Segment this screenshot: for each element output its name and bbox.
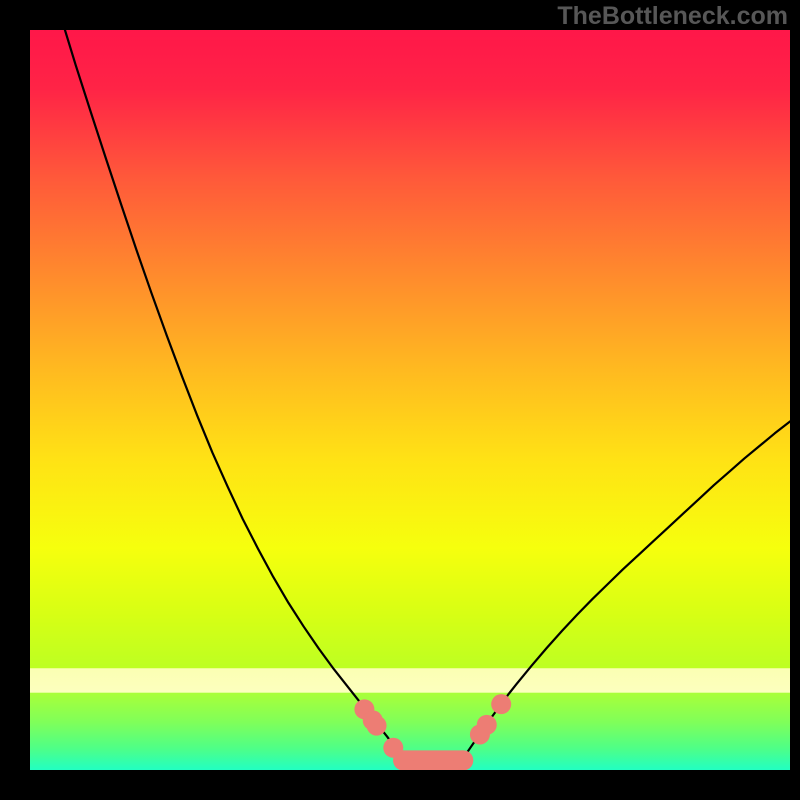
bottleneck-curve-chart [30, 30, 790, 770]
curve-marker-segment-end [453, 750, 473, 770]
curve-marker-dot [477, 715, 497, 735]
gradient-background [30, 30, 790, 770]
curve-marker-segment-end [393, 750, 413, 770]
curve-marker-dot [367, 716, 387, 736]
curve-marker-dot [491, 694, 511, 714]
watermark-text: TheBottleneck.com [557, 2, 788, 31]
